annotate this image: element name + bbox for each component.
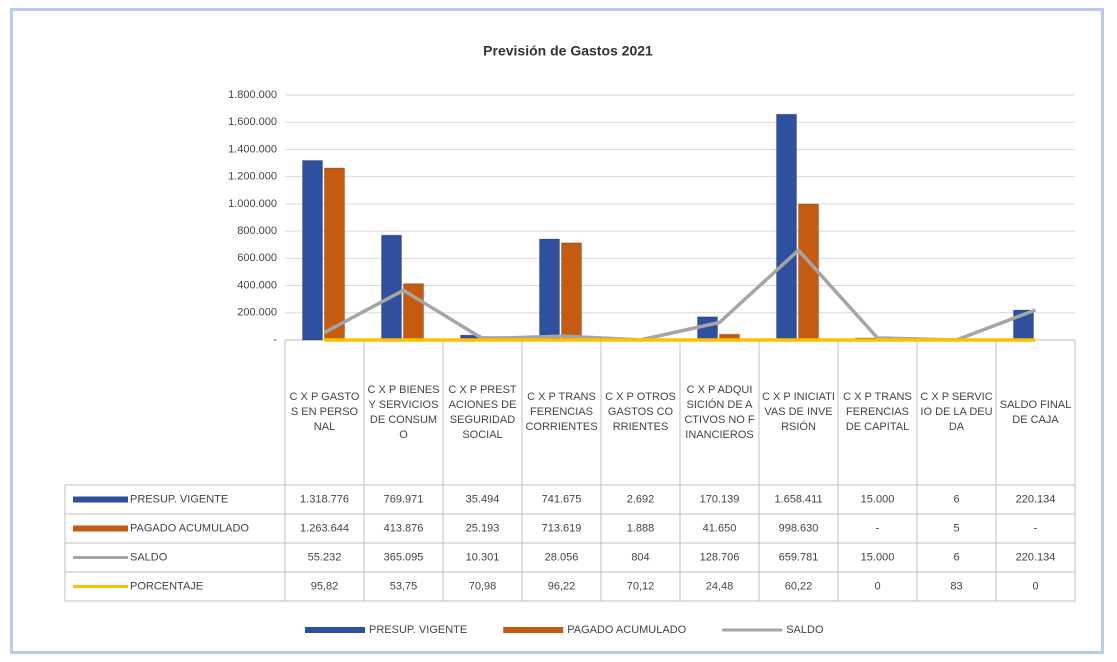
row-label: PORCENTAJE [130, 580, 203, 592]
category-label: C X P SERVICIO DE LA DEUDA [920, 391, 993, 433]
table-value: 220.134 [1016, 493, 1056, 505]
table-value: 170.139 [700, 493, 740, 505]
legend-label: SALDO [786, 624, 824, 636]
y-tick-label: 800.000 [237, 225, 277, 237]
y-tick-label: 400.000 [237, 279, 277, 291]
frame [10, 8, 1104, 654]
category-label: C X P PRESTACIONES DE SEGURIDAD SOCIAL [448, 383, 517, 441]
y-tick-label: 1.600.000 [228, 116, 277, 128]
table-value: 804 [631, 551, 649, 563]
bar [798, 203, 819, 341]
row-label: SALDO [130, 551, 168, 563]
bar [539, 238, 560, 341]
table-value: - [1034, 522, 1038, 534]
y-tick-label: 1.800.000 [228, 89, 277, 101]
table-value: 35.494 [466, 493, 500, 505]
category-label: C X P OTROS GASTOS CORRIENTES [605, 391, 676, 433]
line [323, 248, 1037, 342]
table-value: 1.888 [627, 522, 655, 534]
table-value: 713.619 [542, 522, 582, 534]
table-value: 83 [950, 580, 962, 592]
category-label: SALDO FINAL DE CAJA [999, 398, 1072, 426]
y-tick-label: 1.200.000 [228, 171, 277, 183]
legend-swatch [503, 627, 564, 633]
table-value: 60,22 [785, 580, 813, 592]
row-swatch [73, 496, 128, 503]
category-label: C X P INICIATIVAS DE INVERSIÓN [762, 391, 835, 433]
y-tick-label: 1.400.000 [228, 143, 277, 155]
table-value: 6 [953, 493, 959, 505]
row-swatch [73, 525, 128, 532]
table-value: 28.056 [545, 551, 579, 563]
table-value: 659.781 [779, 551, 819, 563]
chart-title: Previsión de Gastos 2021 [483, 43, 653, 59]
table-value: 998.630 [779, 522, 819, 534]
table-value: 10.301 [466, 551, 500, 563]
table-value: 128.706 [700, 551, 740, 563]
y-tick-label: 600.000 [237, 252, 277, 264]
table-value: 24,48 [706, 580, 734, 592]
table-value: 1.318.776 [300, 493, 349, 505]
table-value: 2.692 [627, 493, 655, 505]
category-label: C X P BIENES Y SERVICIOS DE CONSUMO [367, 383, 440, 441]
table-value: 55.232 [308, 551, 342, 563]
y-tick-label: 1.000.000 [228, 198, 277, 210]
table-value: 41.650 [703, 522, 737, 534]
y-tick-label: 200.000 [237, 307, 277, 319]
table-value: 741.675 [542, 493, 582, 505]
category-label: C X P GASTOS EN PERSONAL [289, 391, 360, 433]
table-value: 0 [874, 580, 880, 592]
bar [561, 242, 582, 341]
bar [324, 167, 345, 341]
table-value: 413.876 [384, 522, 424, 534]
table-value: 6 [953, 551, 959, 563]
table-value: 25.193 [466, 522, 500, 534]
table-value: 1.658.411 [774, 493, 822, 505]
table-value: 0 [1032, 580, 1038, 592]
table-value: 5 [953, 522, 959, 534]
table-value: 1.263.644 [300, 522, 349, 534]
table-value: 96,22 [548, 580, 576, 592]
bar [381, 234, 402, 341]
table-value: 365.095 [384, 551, 424, 563]
table-value: 769.971 [384, 493, 424, 505]
category-label: C X P ADQUISICIÓN DE ACTIVOS NO FINANCIE… [684, 383, 755, 441]
row-label: PRESUP. VIGENTE [130, 493, 228, 505]
row-label: PAGADO ACUMULADO [130, 522, 249, 534]
table-value: 70,12 [627, 580, 655, 592]
bar [302, 159, 323, 341]
y-tick-label: - [273, 334, 277, 346]
table-value: 15.000 [861, 493, 895, 505]
table-value: 53,75 [390, 580, 418, 592]
table-value: 220.134 [1016, 551, 1056, 563]
legend-label: PRESUP. VIGENTE [369, 624, 467, 636]
category-label: C X P TRANSFERENCIAS DE CAPITAL [843, 391, 912, 433]
legend-swatch [305, 627, 365, 633]
table-value: 15.000 [861, 551, 895, 563]
category-label: C X P TRANSFERENCIAS CORRIENTES [525, 391, 598, 433]
legend-label: PAGADO ACUMULADO [567, 624, 686, 636]
table-value: - [876, 522, 880, 534]
table-value: 70,98 [469, 580, 497, 592]
table-value: 95,82 [311, 580, 339, 592]
bar [776, 113, 797, 341]
